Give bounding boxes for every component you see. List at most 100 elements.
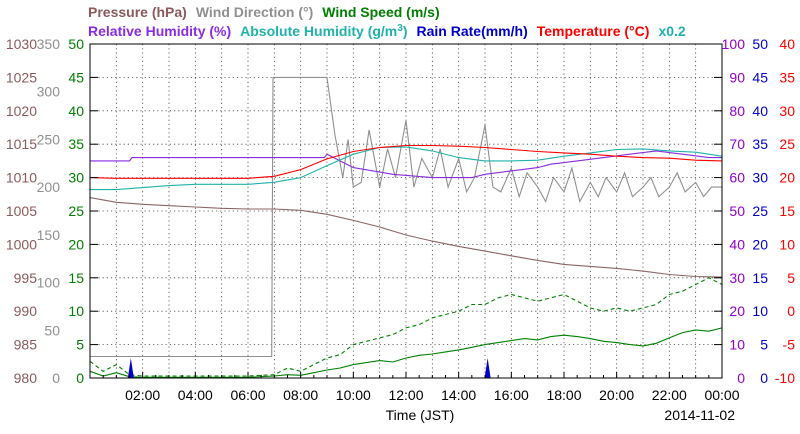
y-tick-label-relative_humidity: 80 bbox=[729, 103, 745, 119]
y-tick-label-wind_speed: 30 bbox=[68, 170, 84, 186]
series-wind-speed-m-s bbox=[89, 327, 723, 378]
y-tick-label-relative_humidity: 10 bbox=[729, 337, 745, 353]
y-tick-label-relative_humidity: 100 bbox=[722, 36, 746, 52]
x-tick-label: 10:00 bbox=[336, 387, 371, 403]
legend-absolute_humidity-sup: 3 bbox=[397, 23, 403, 34]
y-tick-label-temperature: 5 bbox=[787, 270, 795, 286]
series-absolute-humidity-g-m3 bbox=[90, 146, 723, 191]
legend-wind_direction: Wind Direction (°) bbox=[196, 4, 313, 20]
y-tick-label-relative_humidity: 70 bbox=[729, 136, 745, 152]
x-tick-label: 00:00 bbox=[704, 387, 739, 403]
legend-absolute_humidity: Absolute Humidity (g/m bbox=[240, 23, 397, 39]
y-tick-label-pressure: 1025 bbox=[6, 69, 37, 85]
legend-abs_scale: x0.2 bbox=[658, 23, 685, 39]
y-tick-label-pressure: 990 bbox=[14, 303, 38, 319]
y-tick-label-rain_rate: 20 bbox=[752, 236, 768, 252]
y-tick-label-temperature: 0 bbox=[787, 303, 795, 319]
x-tick-label: 02:00 bbox=[125, 387, 160, 403]
x-tick-label: 12:00 bbox=[388, 387, 423, 403]
x-axis-label: Time (JST) bbox=[386, 407, 455, 423]
y-tick-label-temperature: 35 bbox=[779, 69, 795, 85]
y-tick-label-temperature: -5 bbox=[783, 337, 796, 353]
series-wind-direction bbox=[90, 76, 722, 358]
y-tick-label-pressure: 995 bbox=[14, 270, 38, 286]
series-pressure-hpa bbox=[89, 197, 723, 278]
y-tick-label-pressure: 980 bbox=[14, 370, 38, 386]
y-tick-label-rain_rate: 50 bbox=[752, 36, 768, 52]
y-axes: 1030102510201015101010051000995990985980… bbox=[6, 36, 795, 386]
x-tick-label: 16:00 bbox=[494, 387, 529, 403]
series-layer bbox=[89, 76, 723, 378]
x-tick-label: 18:00 bbox=[546, 387, 581, 403]
x-tick-label: 06:00 bbox=[230, 387, 265, 403]
y-tick-label-wind_speed: 20 bbox=[68, 236, 84, 252]
y-tick-label-pressure: 1000 bbox=[6, 236, 37, 252]
y-tick-label-relative_humidity: 50 bbox=[729, 203, 745, 219]
y-tick-label-temperature: 25 bbox=[779, 136, 795, 152]
legend-pressure: Pressure (hPa) bbox=[88, 4, 187, 20]
y-tick-label-pressure: 1005 bbox=[6, 203, 37, 219]
date-label: 2014-11-02 bbox=[664, 407, 735, 423]
y-tick-label-wind_direction: 50 bbox=[44, 322, 60, 338]
x-axis-ticks: 02:00 04:00 06:00 08:00 10:00 12:00 14:00 16:00… bbox=[102, 372, 740, 403]
legend-temperature: Temperature (°C) bbox=[537, 23, 650, 39]
y-tick-label-pressure: 985 bbox=[14, 337, 38, 353]
y-tick-label-temperature: 40 bbox=[779, 36, 795, 52]
y-tick-label-wind_speed: 45 bbox=[68, 69, 84, 85]
y-tick-label-wind_direction: 150 bbox=[37, 227, 61, 243]
y-tick-label-wind_direction: 200 bbox=[37, 179, 61, 195]
y-tick-label-rain_rate: 40 bbox=[752, 103, 768, 119]
legend-relative_humidity: Relative Humidity (%) bbox=[88, 23, 231, 39]
y-tick-label-temperature: 10 bbox=[779, 236, 795, 252]
y-tick-label-wind_speed: 50 bbox=[68, 36, 84, 52]
y-tick-label-temperature: 20 bbox=[779, 170, 795, 186]
y-tick-label-wind_direction: 350 bbox=[37, 36, 61, 52]
legend-row-1: Pressure (hPa) Wind Direction (°) Wind Spe… bbox=[88, 4, 440, 20]
x-tick-label: 20:00 bbox=[599, 387, 634, 403]
y-tick-label-pressure: 1020 bbox=[6, 103, 37, 119]
y-tick-label-wind_speed: 10 bbox=[68, 303, 84, 319]
series-relative-humidity bbox=[90, 150, 722, 179]
legend-wind_speed: Wind Speed (m/s) bbox=[322, 4, 439, 20]
y-tick-label-wind_direction: 100 bbox=[37, 275, 61, 291]
y-tick-label-rain_rate: 15 bbox=[752, 270, 768, 286]
y-tick-label-relative_humidity: 20 bbox=[729, 303, 745, 319]
series-temperature-c bbox=[89, 144, 723, 179]
y-tick-label-relative_humidity: 0 bbox=[737, 370, 745, 386]
y-tick-label-wind_speed: 40 bbox=[68, 103, 84, 119]
y-tick-label-wind_speed: 25 bbox=[68, 203, 84, 219]
y-tick-label-rain_rate: 25 bbox=[752, 203, 768, 219]
series-wind-gust-m-s bbox=[89, 277, 723, 377]
rain-event bbox=[484, 358, 491, 378]
x-tick-label: 04:00 bbox=[178, 387, 213, 403]
y-tick-label-relative_humidity: 30 bbox=[729, 270, 745, 286]
y-tick-label-wind_direction: 300 bbox=[37, 84, 61, 100]
y-tick-label-wind_speed: 35 bbox=[68, 136, 84, 152]
y-tick-label-rain_rate: 0 bbox=[760, 370, 768, 386]
legend: Pressure (hPa) Wind Direction (°) Wind Spe… bbox=[88, 4, 686, 39]
y-tick-label-wind_speed: 5 bbox=[76, 337, 84, 353]
y-tick-label-rain_rate: 45 bbox=[752, 69, 768, 85]
legend-absolute_humidity-tail: ) bbox=[403, 23, 408, 39]
y-tick-label-relative_humidity: 90 bbox=[729, 69, 745, 85]
y-tick-label-relative_humidity: 60 bbox=[729, 170, 745, 186]
y-tick-label-wind_direction: 0 bbox=[52, 370, 60, 386]
y-tick-label-rain_rate: 5 bbox=[760, 337, 768, 353]
y-tick-label-temperature: 30 bbox=[779, 103, 795, 119]
y-tick-label-wind_speed: 15 bbox=[68, 270, 84, 286]
x-tick-label: 22:00 bbox=[652, 387, 687, 403]
y-tick-label-wind_direction: 250 bbox=[37, 131, 61, 147]
y-tick-label-pressure: 1030 bbox=[6, 36, 37, 52]
y-tick-label-rain_rate: 35 bbox=[752, 136, 768, 152]
grid bbox=[90, 44, 722, 378]
rain-event bbox=[127, 358, 134, 378]
y-tick-label-rain_rate: 30 bbox=[752, 170, 768, 186]
y-tick-label-wind_speed: 0 bbox=[76, 370, 84, 386]
legend-rain_rate: Rain Rate(mm/h) bbox=[417, 23, 528, 39]
x-tick-label: 08:00 bbox=[283, 387, 318, 403]
legend-row-2: Relative Humidity (%) Absolute Humidity (… bbox=[88, 23, 686, 40]
y-tick-label-temperature: 15 bbox=[779, 203, 795, 219]
y-tick-label-pressure: 1010 bbox=[6, 170, 37, 186]
